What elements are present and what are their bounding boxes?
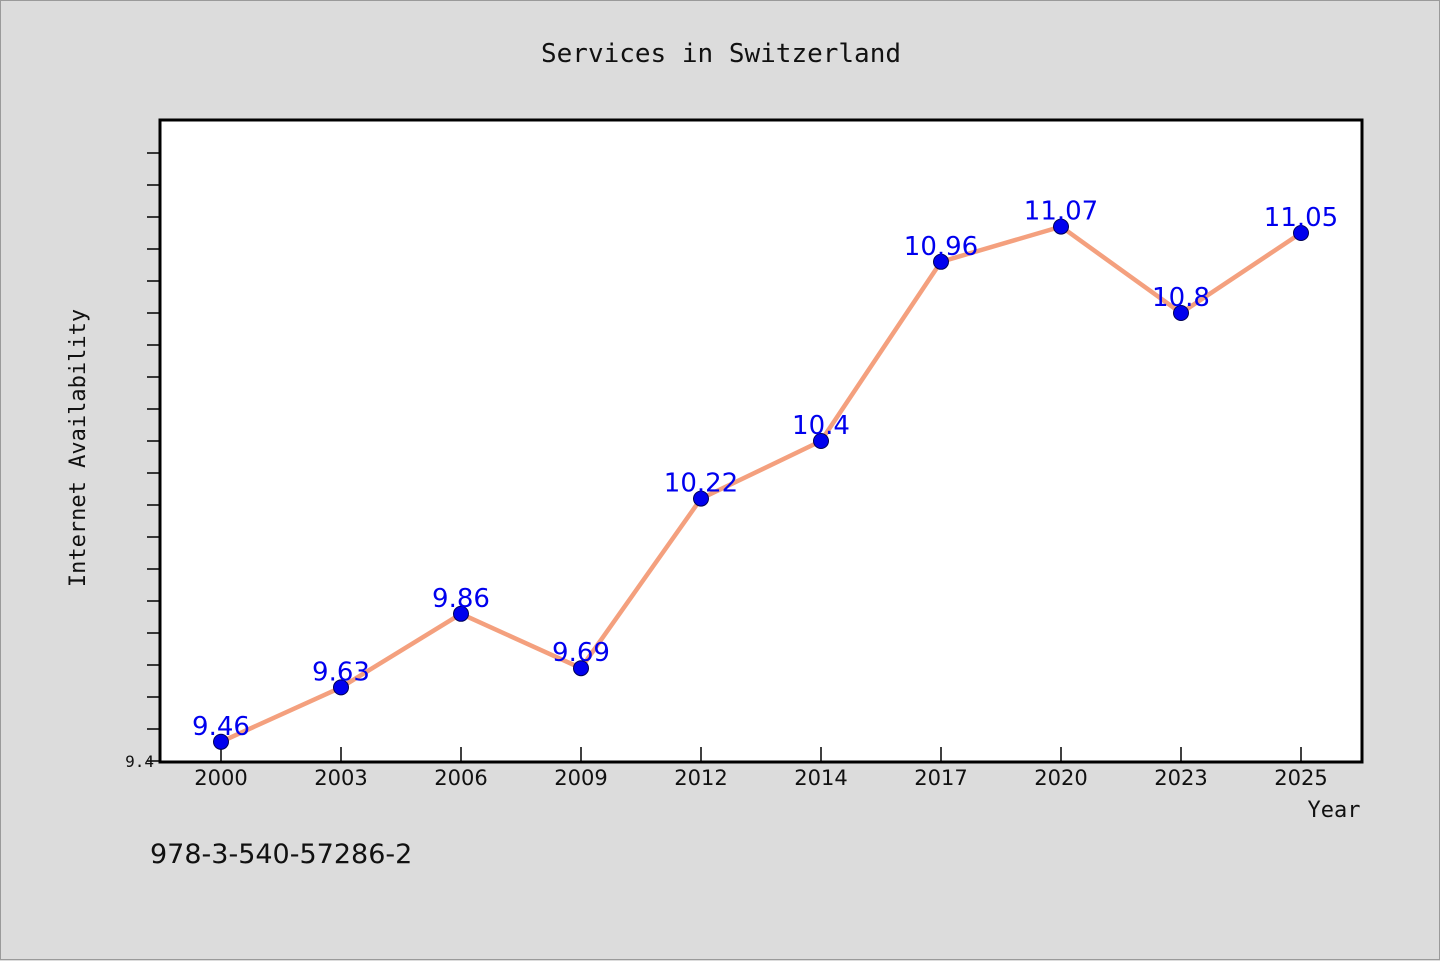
- x-tick-label: 2020: [1034, 766, 1087, 790]
- x-tick-label: 2000: [194, 766, 247, 790]
- data-point: [453, 605, 469, 622]
- y-axis-ticks: 9.4: [125, 152, 160, 771]
- x-axis-ticks: 2000 2003 2006 2009 2012 2014 2017 2020 2023 2025: [194, 747, 1328, 790]
- data-label: 9.46: [192, 712, 250, 742]
- isbn-text: 978-3-540-57286-2: [150, 839, 412, 870]
- data-point: [933, 253, 949, 270]
- x-tick-label: 2014: [794, 766, 847, 790]
- x-tick-label: 2003: [314, 766, 367, 790]
- y-tick-label: 9.4: [125, 752, 154, 771]
- data-label: 9.63: [312, 657, 370, 687]
- x-axis-label: Year: [1308, 798, 1361, 823]
- x-tick-label: 2023: [1154, 766, 1207, 790]
- series-line: [220, 224, 1303, 744]
- y-axis-label: Internet Availability: [66, 309, 91, 587]
- data-point: [693, 490, 709, 507]
- chart-title: Services in Switzerland: [541, 39, 901, 69]
- x-tick-label: 2025: [1274, 766, 1327, 790]
- data-point: [573, 660, 589, 677]
- x-tick-label: 2006: [434, 766, 487, 790]
- data-label: 10.96: [904, 232, 978, 262]
- x-tick-label: 2012: [674, 766, 727, 790]
- data-point: [813, 433, 829, 449]
- series-layer: 9.46 9.63 9.86 9.69 10.22 10.4 10.96 11.07 10.8 1…: [192, 197, 1338, 750]
- data-point: [1293, 225, 1309, 241]
- data-label: 9.86: [432, 584, 490, 614]
- x-tick-label: 2009: [554, 766, 607, 790]
- data-label: 10.8: [1152, 283, 1210, 313]
- data-label: 9.69: [552, 638, 610, 668]
- plot-area: [158, 118, 1364, 764]
- data-label: 11.05: [1264, 203, 1338, 233]
- data-point: [1053, 218, 1069, 235]
- data-point: [1173, 305, 1189, 321]
- data-point: [213, 733, 229, 750]
- data-label: 10.22: [664, 469, 738, 499]
- data-label: 11.07: [1024, 197, 1098, 227]
- data-label: 10.4: [792, 411, 850, 441]
- x-tick-label: 2017: [914, 766, 967, 790]
- data-point: [333, 679, 349, 696]
